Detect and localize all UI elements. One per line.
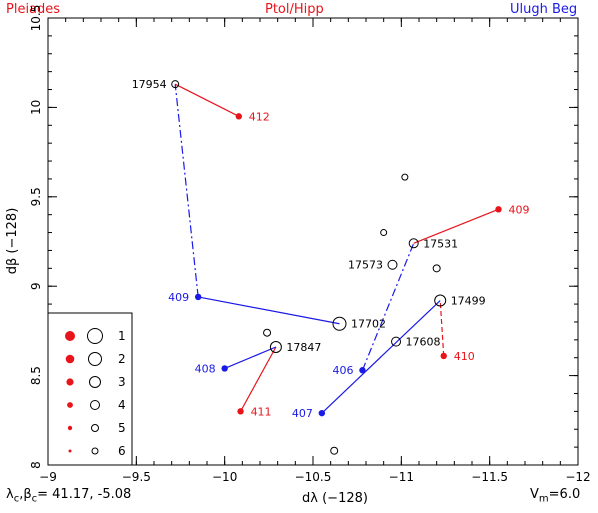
ulugh-beg-position-dot [194, 293, 202, 301]
y-tick-label: 9.5 [29, 187, 43, 206]
ulugh-beg-position-dot [318, 409, 326, 417]
footer-beta-sub: c [31, 493, 38, 505]
ptolemy-position-dot [237, 408, 244, 415]
y-tick-label: 9 [29, 282, 43, 290]
star-id-label: 17847 [286, 341, 321, 354]
ulugh-beg-catalog-label: 409 [168, 291, 189, 304]
header-pleiades: Pleiades [6, 2, 61, 17]
ulugh-beg-catalog-label: 408 [195, 362, 216, 375]
legend-magnitude-label: 6 [118, 444, 126, 458]
legend-magnitude-label: 3 [118, 375, 126, 389]
hipparcos-star-circle [401, 173, 409, 181]
hipparcos-star-circle [408, 238, 419, 249]
ptolemy-position-dot [440, 352, 447, 360]
x-tick-label: −11.5 [471, 470, 508, 484]
x-axis-label: dλ (−128) [302, 491, 368, 506]
hipparcos-star-circle [391, 336, 402, 347]
hipparcos-star-circle [330, 446, 339, 455]
ulugh-beg-offset-line [224, 346, 277, 370]
x-tick-label: −10.5 [295, 470, 332, 484]
legend-open-marker [88, 352, 102, 366]
legend-open-marker [91, 447, 99, 455]
legend-magnitude-label: 1 [118, 329, 126, 343]
x-tick-label: −9.5 [122, 470, 151, 484]
ptolemy-offset-line [413, 208, 499, 244]
star-id-label: 17608 [406, 336, 441, 349]
legend-magnitude-label: 2 [118, 352, 126, 366]
legend-filled-marker [65, 331, 75, 341]
ulugh-beg-offset-line [198, 296, 340, 325]
legend-open-marker [89, 376, 101, 388]
ulugh-beg-offset-line [174, 84, 199, 297]
ulugh-beg-catalog-label: 406 [332, 364, 353, 377]
ptolemy-catalog-label: 412 [249, 110, 270, 123]
ptolemy-catalog-label: 411 [251, 405, 272, 418]
star-id-label: 17499 [451, 295, 486, 308]
y-tick-label: 10 [29, 100, 43, 115]
hipparcos-star-circle [269, 340, 282, 353]
legend-filled-marker [67, 402, 73, 408]
legend-filled-marker [65, 354, 75, 364]
footer-v: V [530, 487, 539, 502]
ptolemy-offset-line [174, 83, 240, 117]
ulugh-beg-catalog-label: 407 [292, 407, 313, 420]
star-id-label: 17573 [348, 259, 383, 272]
footer-vmag: Vm=6.0 [530, 487, 580, 505]
ptolemy-offset-line [240, 346, 277, 412]
hipparcos-star-circle [387, 259, 398, 270]
hipparcos-star-circle [171, 80, 180, 89]
header-ptolemy: Ptol/Hipp [265, 2, 324, 17]
legend-box [47, 312, 133, 466]
ulugh-beg-position-dot [359, 367, 366, 374]
footer-lambda-sub: c [13, 493, 20, 505]
ulugh-beg-offset-line [361, 243, 415, 371]
star-id-label: 17954 [132, 78, 167, 91]
ulugh-beg-offset-line [321, 300, 441, 414]
hipparcos-star-circle [432, 264, 441, 273]
plot-frame [47, 17, 579, 466]
y-axis-label: dβ (−128) [5, 208, 20, 275]
ptolemy-catalog-label: 410 [454, 350, 475, 363]
hipparcos-star-circle [380, 229, 388, 237]
footer-beta: ,β [19, 487, 32, 502]
legend-filled-marker [66, 378, 74, 386]
ptolemy-offset-line [439, 300, 445, 356]
star-id-label: 17531 [423, 237, 458, 250]
legend-open-marker [90, 400, 100, 410]
y-tick-label: 10.5 [29, 5, 43, 32]
legend-magnitude-label: 4 [118, 398, 126, 412]
x-tick-label: −11 [389, 470, 414, 484]
legend-magnitude-label: 5 [118, 421, 126, 435]
ulugh-beg-position-dot [221, 365, 228, 372]
footer-lambda: λ [6, 487, 14, 502]
legend-open-marker [87, 328, 103, 344]
hipparcos-star-circle [332, 316, 347, 331]
y-tick-label: 8.5 [29, 366, 43, 385]
legend-open-marker [91, 424, 99, 432]
footer-v-sub: m [538, 493, 549, 505]
y-tick-label: 8 [29, 461, 43, 469]
star-id-label: 17702 [351, 318, 386, 331]
hipparcos-star-circle [434, 294, 447, 307]
legend-filled-marker [68, 449, 72, 453]
footer-vmag-value: =6.0 [548, 487, 581, 502]
ptolemy-catalog-label: 409 [509, 203, 530, 216]
header-ulugh-beg: Ulugh Beg [510, 2, 578, 17]
x-tick-label: −9 [39, 470, 57, 484]
legend-filled-marker [67, 425, 73, 431]
x-tick-label: −12 [565, 470, 590, 484]
footer-coord-values: = 41.17, -5.08 [37, 487, 132, 502]
footer-center-coords: λc,βc= 41.17, -5.08 [6, 487, 131, 505]
ptolemy-position-dot [235, 113, 242, 120]
x-tick-label: −10 [212, 470, 237, 484]
hipparcos-star-circle [263, 328, 272, 337]
ptolemy-position-dot [495, 206, 502, 213]
